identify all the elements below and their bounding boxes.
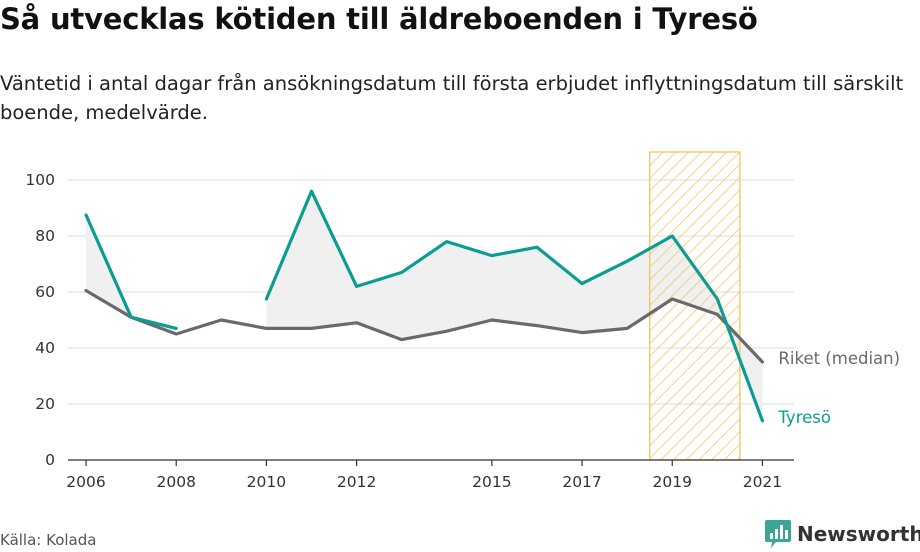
chart-subtitle: Väntetid i antal dagar från ansökningsda… <box>0 72 904 124</box>
x-axis-ticks: 2006 2008 2010 2012 2015 2017 2019 2021 <box>66 460 782 491</box>
difference-area-segment <box>86 215 177 334</box>
y-tick-label: 0 <box>45 451 55 469</box>
brand-name: Newsworthy <box>797 522 920 546</box>
tyreso-line <box>84 213 178 330</box>
newsworthy-logo-icon <box>765 520 791 548</box>
difference-area <box>86 191 763 421</box>
y-tick-label: 60 <box>35 283 55 301</box>
y-tick-label: 20 <box>35 395 55 413</box>
chart-title: Så utvecklas kötiden till äldreboenden i… <box>0 2 758 36</box>
tyreso-line <box>264 189 765 423</box>
x-tick-label: 2008 <box>156 473 195 491</box>
y-tick-label: 100 <box>25 171 55 189</box>
series-label-riket: Riket (median) <box>778 349 900 368</box>
series-label-tyreso: Tyresö <box>777 408 831 427</box>
newsworthy-logo: Newsworthy <box>764 518 920 550</box>
series-labels: Riket (median) Tyresö <box>777 349 900 427</box>
x-tick-label: 2012 <box>337 473 376 491</box>
x-tick-label: 2015 <box>472 473 511 491</box>
series-lines <box>84 189 765 423</box>
difference-area-segment <box>266 191 763 421</box>
x-tick-label: 2019 <box>653 473 692 491</box>
x-tick-label: 2006 <box>66 473 105 491</box>
riket-line <box>84 289 765 364</box>
x-tick-label: 2017 <box>562 473 601 491</box>
source-note: Källa: Kolada <box>0 531 97 549</box>
x-tick-label: 2021 <box>743 473 782 491</box>
y-tick-label: 40 <box>35 339 55 357</box>
x-tick-label: 2010 <box>247 473 286 491</box>
y-tick-label: 80 <box>35 227 55 245</box>
y-axis-ticks: 0 20 40 60 80 100 <box>25 171 55 469</box>
